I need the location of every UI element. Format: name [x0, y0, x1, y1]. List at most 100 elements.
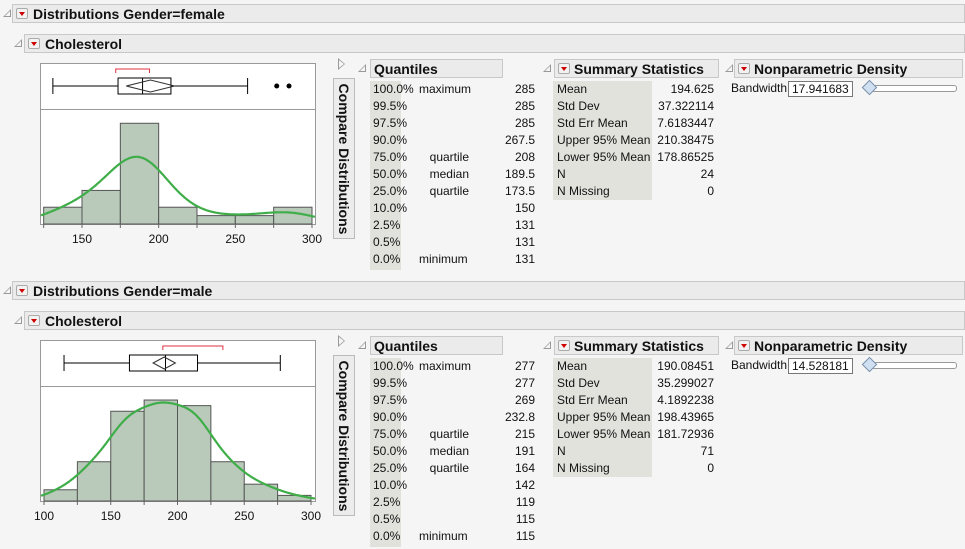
- disclosure-triangle-icon[interactable]: [14, 316, 22, 324]
- histogram-bar: [177, 405, 212, 502]
- red-triangle-menu-icon[interactable]: [558, 63, 570, 74]
- summary-label: N Missing: [557, 184, 610, 198]
- x-tick-label: 150: [100, 509, 121, 523]
- red-triangle-menu-icon[interactable]: [738, 340, 750, 351]
- compare-distributions-tab[interactable]: Compare Distributions: [333, 355, 355, 516]
- distribution-title: Distributions Gender=male: [33, 283, 213, 299]
- disclosure-triangle-icon[interactable]: [3, 286, 11, 294]
- quantile-value: 164: [514, 461, 535, 475]
- quantiles-header: Quantiles: [370, 59, 503, 78]
- quantiles-title: Quantiles: [374, 338, 438, 354]
- compare-distributions-tab[interactable]: Compare Distributions: [333, 78, 355, 239]
- quantile-percent: 10.0%: [373, 478, 408, 492]
- x-tick-label: 250: [234, 509, 255, 523]
- quantile-label: minimum: [419, 252, 468, 266]
- red-triangle-menu-icon[interactable]: [738, 63, 750, 74]
- expand-triangle-icon[interactable]: [338, 335, 345, 347]
- expand-triangle-icon[interactable]: [338, 58, 345, 70]
- histogram-bar: [110, 410, 145, 502]
- red-triangle-menu-icon[interactable]: [16, 8, 28, 19]
- quantile-percent: 75.0%: [373, 427, 408, 441]
- quartile-box: [128, 354, 199, 372]
- quantile-value: 142: [514, 478, 535, 492]
- summary-label: Std Dev: [557, 99, 600, 113]
- quantile-label: median: [429, 444, 469, 458]
- bandwidth-input[interactable]: 17.941683: [788, 81, 853, 97]
- quantile-percent: 0.5%: [373, 512, 401, 526]
- quantile-percent: 100.0%: [373, 359, 414, 373]
- quantile-value: 131: [514, 218, 535, 232]
- x-tick-label: 100: [33, 509, 55, 523]
- quantile-percent: 97.5%: [373, 116, 408, 130]
- quantile-label: quartile: [429, 184, 469, 198]
- shortest-half-bracket: [115, 68, 150, 73]
- quartile-box: [117, 77, 172, 95]
- summary-label: Std Dev: [557, 376, 600, 390]
- quantile-value: 119: [515, 495, 535, 509]
- variable-title: Cholesterol: [45, 313, 123, 329]
- nonparametric-density-title: Nonparametric Density: [754, 338, 908, 354]
- summary-value: 4.1892238: [657, 393, 714, 407]
- histogram-bar: [196, 215, 236, 225]
- quantile-value: 131: [514, 252, 535, 266]
- summary-label: Mean: [557, 359, 588, 373]
- summary-label: Lower 95% Mean: [557, 427, 651, 441]
- summary-label: N: [557, 444, 566, 458]
- quantile-value: 277: [514, 359, 535, 373]
- summary-label: Lower 95% Mean: [557, 150, 651, 164]
- disclosure-triangle-icon[interactable]: [543, 341, 551, 349]
- quantile-value: 285: [514, 99, 535, 113]
- disclosure-triangle-icon[interactable]: [3, 9, 11, 17]
- red-triangle-menu-icon[interactable]: [28, 315, 40, 326]
- histogram-bar: [81, 189, 121, 225]
- quantile-percent-column: [370, 358, 401, 547]
- red-triangle-menu-icon[interactable]: [28, 38, 40, 49]
- quantile-value: 285: [514, 82, 535, 96]
- x-tick-label: 200: [167, 509, 188, 523]
- red-triangle-menu-icon[interactable]: [16, 285, 28, 296]
- quantile-value: 150: [514, 201, 535, 215]
- histogram-bar: [234, 215, 275, 225]
- summary-label: N: [557, 167, 566, 181]
- quantile-percent: 99.5%: [373, 376, 408, 390]
- quantile-percent: 0.0%: [373, 529, 401, 543]
- summary-value: 0: [707, 184, 714, 198]
- quantile-percent: 10.0%: [373, 201, 408, 215]
- quantile-percent: 90.0%: [373, 410, 408, 424]
- disclosure-triangle-icon[interactable]: [358, 341, 366, 349]
- quantile-percent: 50.0%: [373, 444, 408, 458]
- quantile-value: 267.5: [504, 133, 535, 147]
- x-tick-label: 250: [225, 232, 246, 246]
- quantile-value: 189.5: [504, 167, 535, 181]
- quantile-percent: 99.5%: [373, 99, 408, 113]
- summary-label: Std Err Mean: [557, 116, 628, 130]
- x-tick-label: 150: [71, 232, 93, 246]
- summary-value: 35.299027: [657, 376, 714, 390]
- quantile-value: 285: [514, 116, 535, 130]
- summary-value: 210.38475: [657, 133, 714, 147]
- outlier-point: [274, 83, 280, 89]
- quantile-value: 191: [514, 444, 535, 458]
- histogram-bar: [119, 122, 160, 225]
- quantile-label: maximum: [419, 359, 472, 373]
- summary-value: 181.72936: [657, 427, 714, 441]
- bandwidth-input[interactable]: 14.528181: [788, 358, 853, 374]
- disclosure-triangle-icon[interactable]: [14, 39, 22, 47]
- quantile-value: 115: [515, 529, 535, 543]
- summary-statistics-header: Summary Statistics: [554, 336, 719, 355]
- summary-label: Mean: [557, 82, 588, 96]
- quantile-label: quartile: [429, 461, 469, 475]
- quantile-value: 115: [515, 512, 535, 526]
- red-triangle-menu-icon[interactable]: [558, 340, 570, 351]
- nonparametric-density-header: Nonparametric Density: [734, 336, 963, 355]
- disclosure-triangle-icon[interactable]: [725, 64, 733, 72]
- disclosure-triangle-icon[interactable]: [725, 341, 733, 349]
- summary-value: 71: [700, 444, 714, 458]
- quantiles-title: Quantiles: [374, 61, 438, 77]
- disclosure-triangle-icon[interactable]: [543, 64, 551, 72]
- quantile-label: quartile: [429, 150, 469, 164]
- quantile-percent: 100.0%: [373, 82, 414, 96]
- quantile-percent: 2.5%: [373, 218, 401, 232]
- disclosure-triangle-icon[interactable]: [358, 64, 366, 72]
